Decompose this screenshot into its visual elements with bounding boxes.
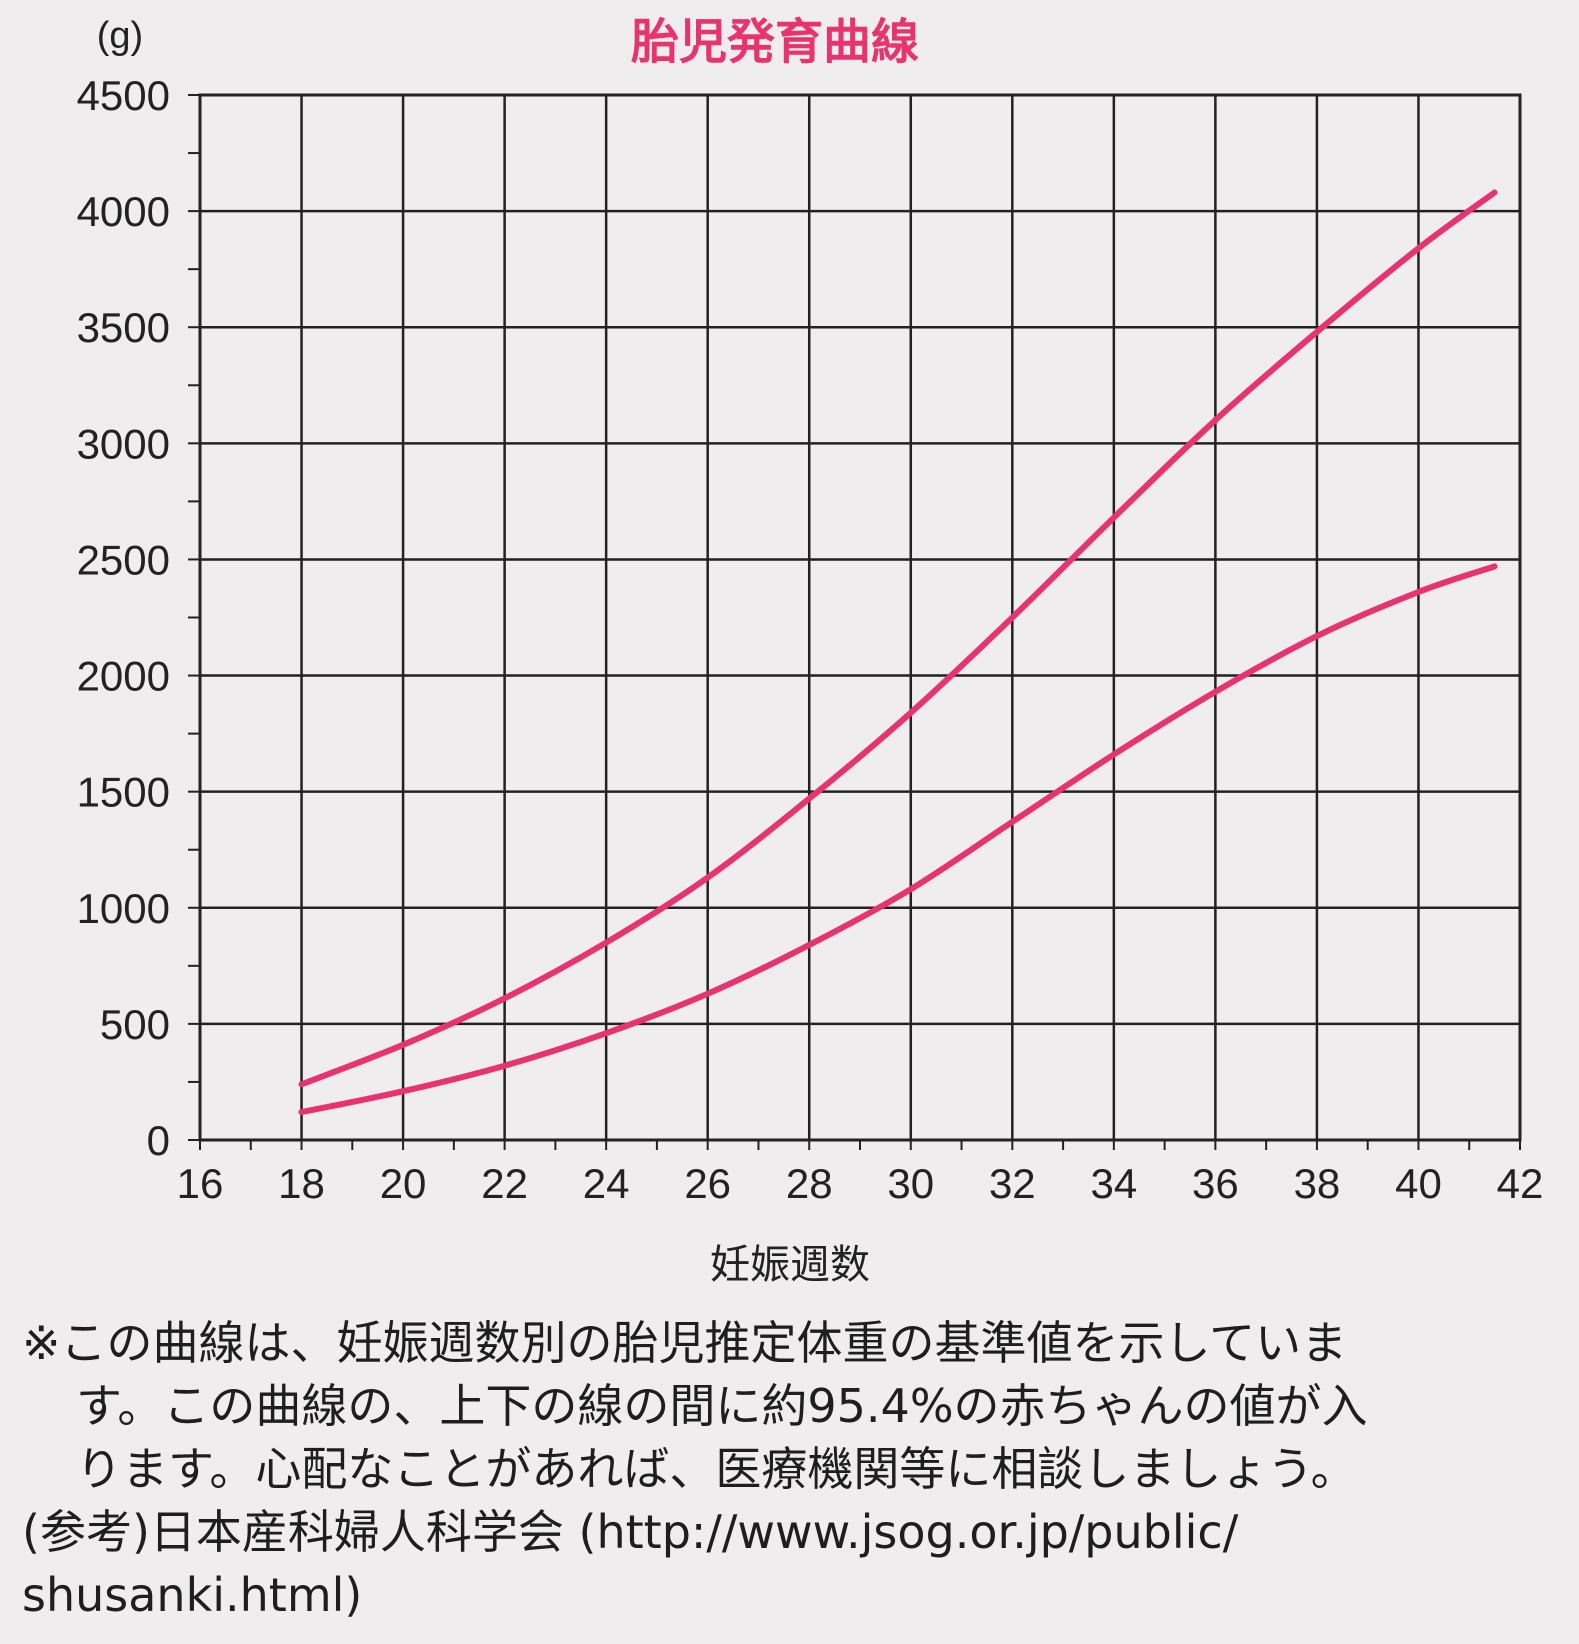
note-line-3: ります。心配なことがあれば、医療機関等に相談しましょう。 <box>76 1442 1357 1496</box>
note-line-2: す。この曲線の、上下の線の間に約95.4%の赤ちゃんの値が入 <box>76 1379 1368 1433</box>
reference-line-1: (参考)日本産科婦人科学会 (http://www.jsog.or.jp/pub… <box>22 1505 1239 1559</box>
plot-frame <box>198 93 1522 1142</box>
chart-title: 胎児発育曲線 <box>631 16 919 69</box>
x-tick-label: 26 <box>684 1160 731 1207</box>
lower-limit-curve <box>298 563 1498 1116</box>
x-tick-label: 42 <box>1497 1160 1544 1207</box>
x-tick-label: 32 <box>989 1160 1036 1207</box>
y-tick-label: 2000 <box>77 653 170 700</box>
x-tick-label: 18 <box>278 1160 325 1207</box>
grid-lines <box>188 93 1522 1150</box>
x-tick-label: 22 <box>481 1160 528 1207</box>
y-axis-unit: (g) <box>97 15 143 57</box>
x-tick-label: 40 <box>1395 1160 1442 1207</box>
x-tick-label: 38 <box>1294 1160 1341 1207</box>
reference-line-2: shusanki.html) <box>22 1568 363 1622</box>
tick-labels: 16 18 20 22 24 26 28 30 32 34 36 38 40 42 0 500 1000 1500… <box>77 72 1544 1207</box>
y-tick-label: 1000 <box>77 885 170 932</box>
x-tick-label: 24 <box>583 1160 630 1207</box>
upper-limit-curve <box>298 189 1498 1088</box>
y-tick-label: 4500 <box>77 72 170 119</box>
x-axis-label: 妊娠週数 <box>710 1243 870 1287</box>
y-tick-label: 3000 <box>77 420 170 467</box>
x-tick-label: 20 <box>380 1160 427 1207</box>
x-tick-label: 28 <box>786 1160 833 1207</box>
x-tick-label: 36 <box>1192 1160 1239 1207</box>
y-tick-label: 4000 <box>77 188 170 235</box>
note-line-1: ※この曲線は、妊娠週数別の胎児推定体重の基準値を示していま <box>22 1316 1348 1370</box>
y-tick-label: 500 <box>100 1001 170 1048</box>
x-tick-label: 16 <box>177 1160 224 1207</box>
y-tick-label: 2500 <box>77 536 170 583</box>
y-tick-label: 0 <box>147 1117 170 1164</box>
series-lines <box>298 189 1498 1116</box>
x-tick-label: 34 <box>1090 1160 1137 1207</box>
y-tick-label: 1500 <box>77 769 170 816</box>
x-tick-label: 30 <box>887 1160 934 1207</box>
y-tick-label: 3500 <box>77 304 170 351</box>
